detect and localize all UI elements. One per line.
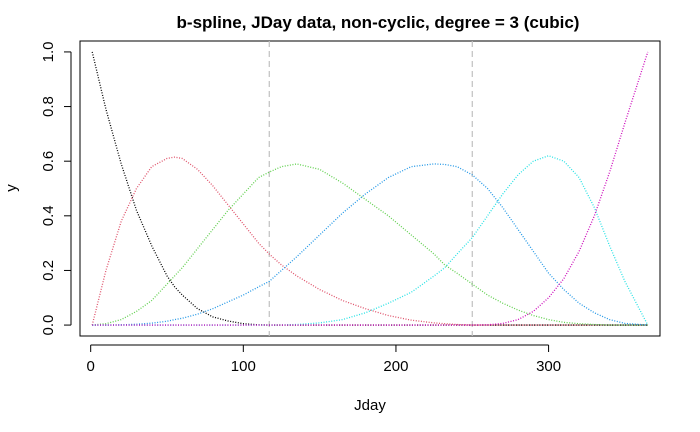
knot-lines	[268, 41, 473, 336]
y-tick-label-0: 0.0	[40, 315, 57, 336]
chart-title: b-spline, JDay data, non-cyclic, degree …	[177, 13, 580, 32]
y-tick-label-5: 1.0	[40, 41, 57, 62]
y-tick-label-4: 0.8	[40, 96, 57, 117]
series-line-0	[91, 51, 648, 326]
plot-frame	[79, 40, 661, 337]
y-tick-label-2: 0.4	[40, 205, 57, 226]
series-line-2	[92, 163, 648, 326]
series-line-1	[91, 156, 648, 326]
series-line-5	[92, 51, 649, 326]
x-tick-label-0: 0	[87, 358, 95, 375]
x-tick-label-3: 300	[536, 358, 561, 375]
y-axis-label: y	[3, 184, 20, 192]
y-tick-label-1: 0.2	[40, 260, 57, 281]
y-tick-label-3: 0.6	[40, 151, 57, 172]
x-axis: 0 100 200 300	[87, 344, 561, 375]
x-tick-label-2: 200	[383, 358, 408, 375]
x-tick-label-1: 100	[231, 358, 256, 375]
x-axis-label: Jday	[354, 397, 386, 414]
series-line-4	[92, 155, 649, 326]
series-line-3	[92, 163, 648, 326]
series-lines	[91, 51, 649, 326]
y-axis: 0.0 0.2 0.4 0.6 0.8 1.0	[40, 41, 72, 336]
